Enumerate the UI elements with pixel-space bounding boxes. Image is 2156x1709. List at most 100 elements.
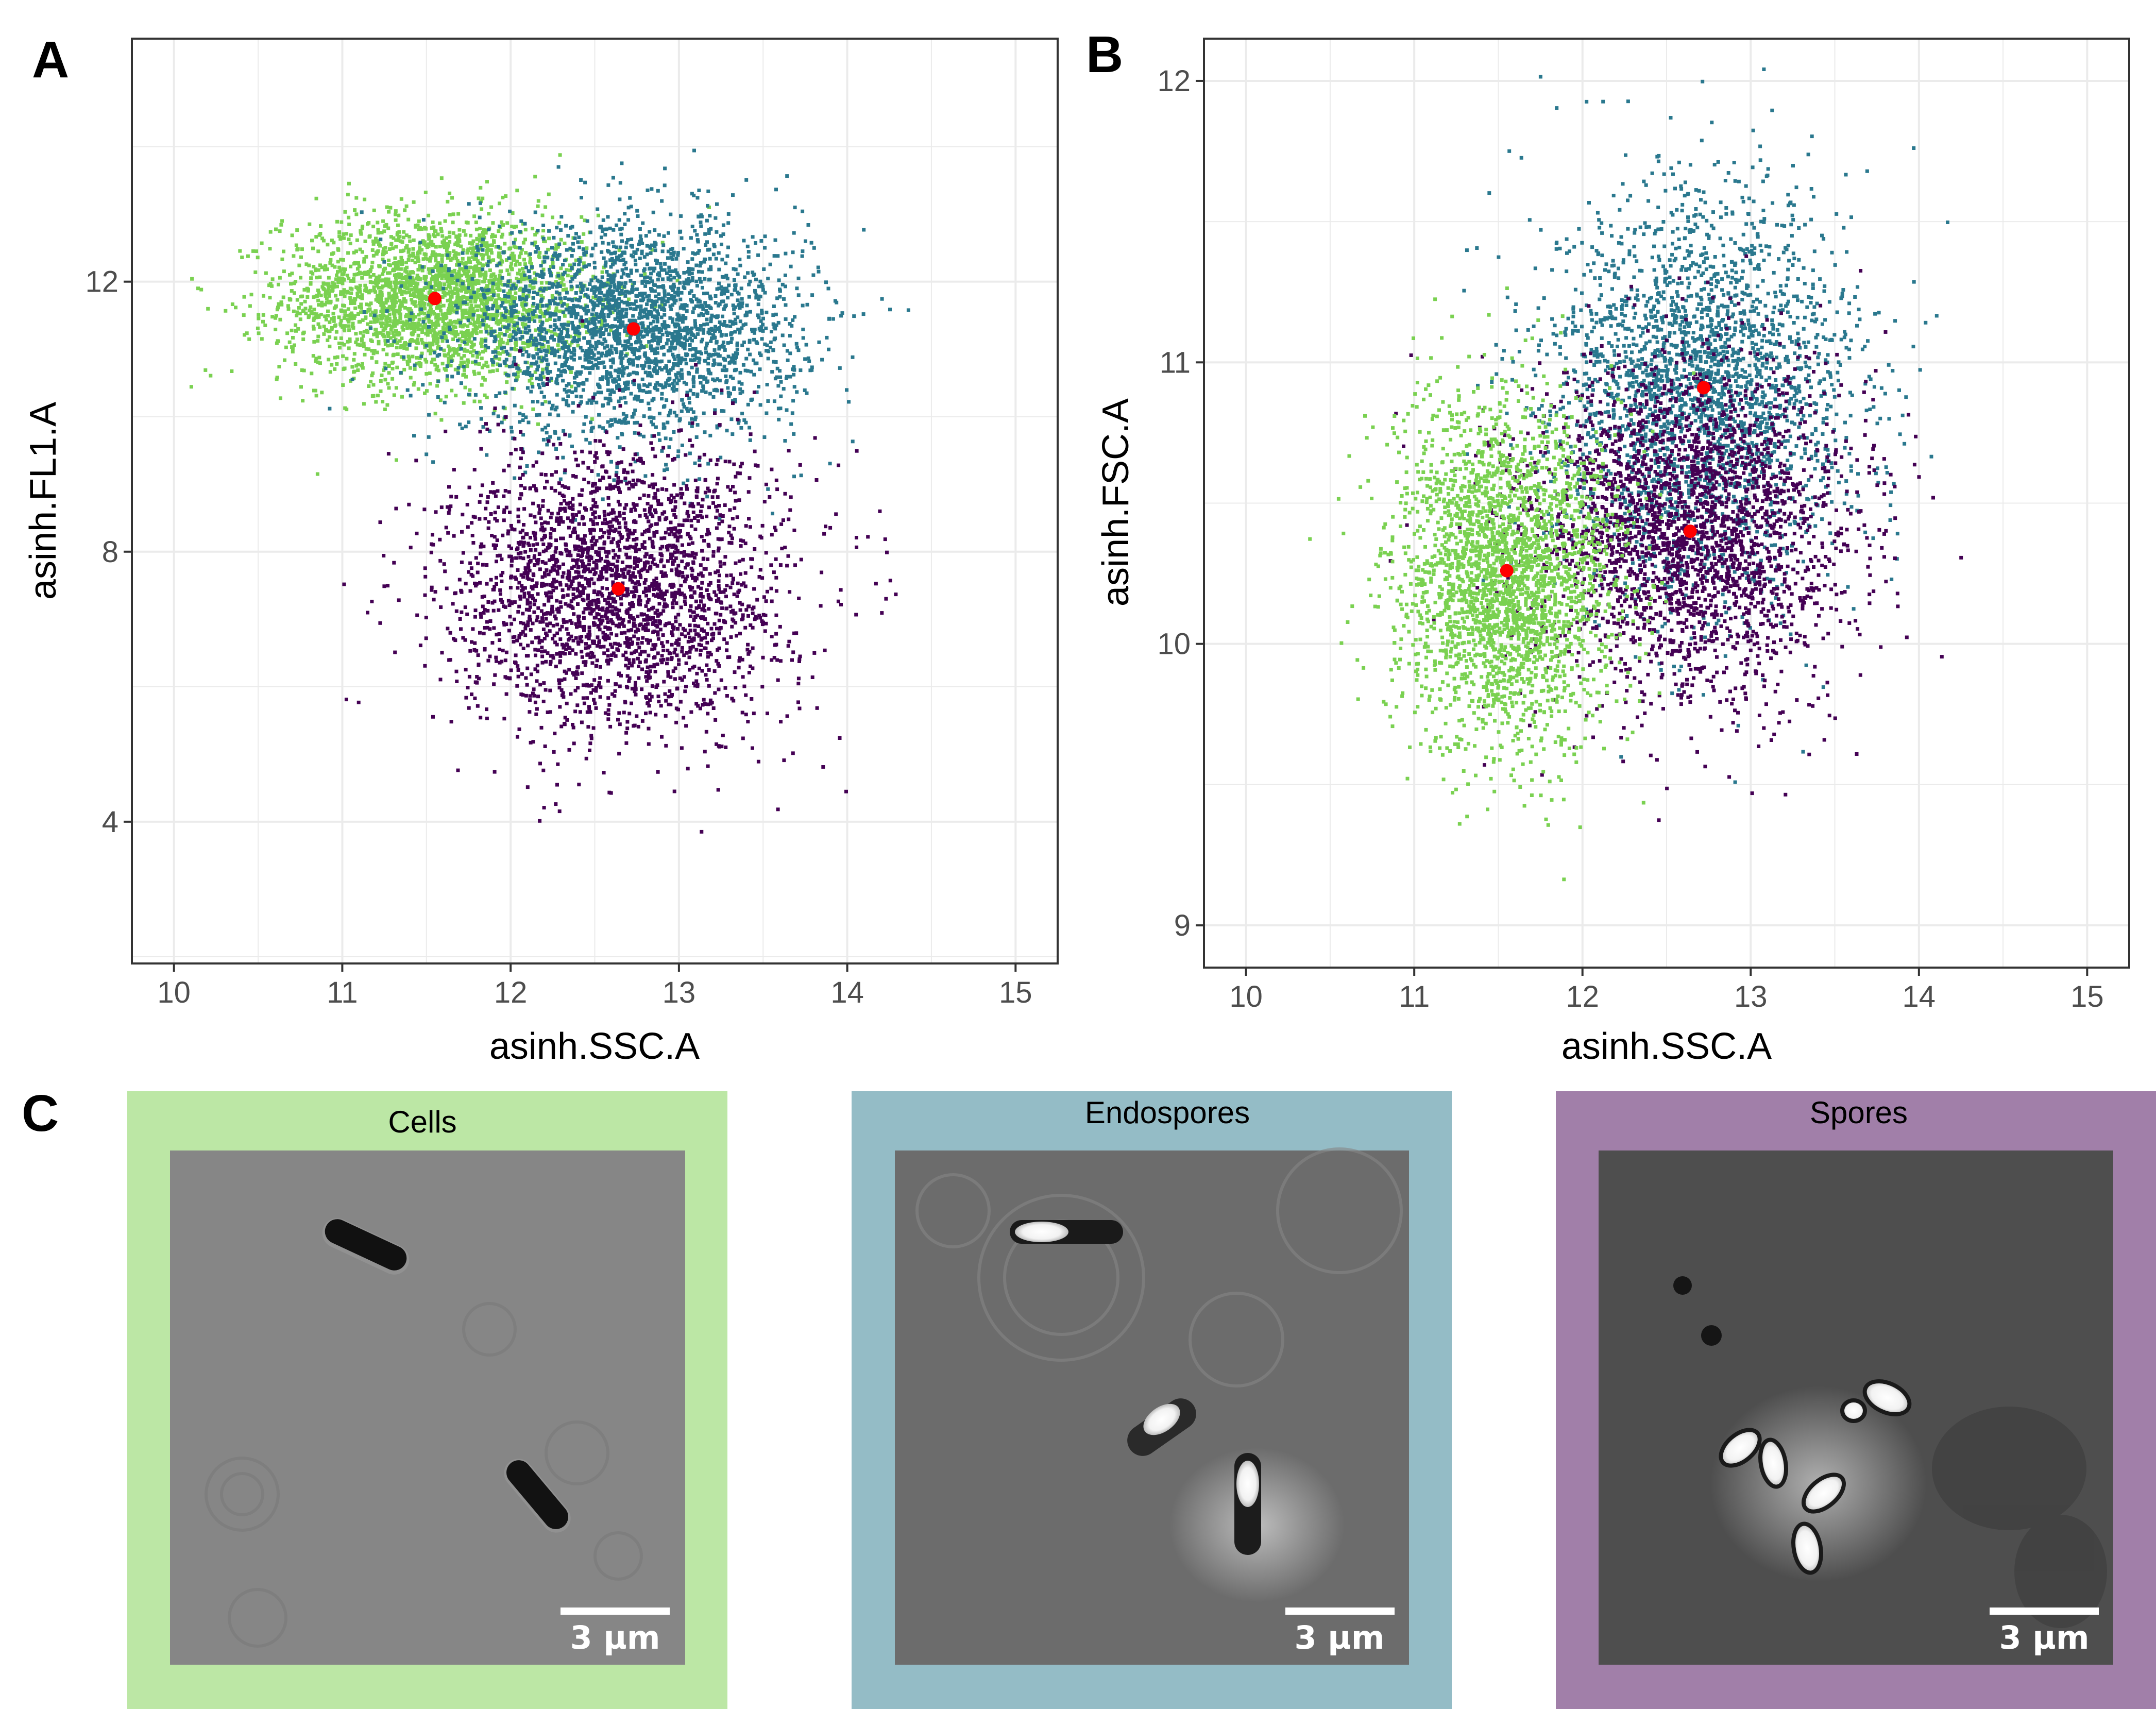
data-point	[793, 206, 797, 210]
data-point	[384, 277, 388, 281]
data-point	[472, 290, 476, 294]
data-point	[567, 403, 571, 408]
data-point	[324, 317, 328, 322]
data-point	[553, 323, 557, 327]
data-point	[481, 267, 485, 272]
data-point	[673, 325, 677, 329]
data-point	[372, 320, 377, 324]
data-point	[518, 297, 522, 301]
data-point	[763, 246, 767, 250]
data-point	[380, 231, 384, 234]
data-point	[683, 281, 687, 285]
data-point	[251, 249, 255, 253]
data-point	[312, 312, 316, 316]
data-point	[392, 393, 396, 397]
data-point	[486, 284, 490, 289]
data-point	[310, 310, 314, 314]
data-point	[537, 348, 541, 352]
data-point	[391, 287, 395, 292]
data-point	[648, 407, 652, 411]
data-point	[744, 357, 749, 361]
data-point	[671, 320, 674, 324]
data-point	[690, 424, 694, 428]
data-point	[457, 347, 461, 351]
data-point	[374, 236, 378, 241]
data-point	[462, 268, 466, 273]
data-point	[589, 278, 593, 282]
data-point	[606, 294, 610, 298]
data-point	[659, 285, 663, 289]
data-point	[454, 272, 459, 276]
data-point	[397, 260, 401, 264]
data-point	[566, 328, 570, 332]
data-point	[695, 284, 699, 288]
data-point	[462, 365, 466, 368]
data-point	[378, 314, 382, 318]
data-point	[715, 315, 719, 319]
data-point	[403, 208, 407, 212]
data-point	[584, 264, 588, 268]
data-point	[290, 289, 294, 293]
data-point	[391, 307, 395, 311]
data-point	[428, 259, 432, 263]
data-point	[311, 325, 315, 329]
data-point	[669, 348, 673, 352]
data-point	[625, 365, 629, 369]
data-point	[466, 289, 470, 293]
data-point	[556, 165, 561, 169]
data-point	[723, 348, 727, 352]
data-point	[537, 356, 541, 360]
data-point	[330, 289, 334, 293]
data-point	[545, 312, 549, 316]
data-point	[421, 325, 426, 329]
data-point	[522, 258, 526, 262]
data-point	[742, 418, 746, 422]
data-point	[316, 314, 320, 318]
data-point	[437, 352, 442, 357]
data-point	[790, 411, 794, 415]
data-point	[481, 241, 485, 245]
data-point	[718, 517, 722, 521]
data-point	[358, 343, 362, 347]
data-point	[745, 369, 750, 373]
data-point	[437, 317, 442, 321]
data-point	[532, 356, 536, 360]
data-point	[685, 303, 689, 308]
data-point	[612, 228, 616, 232]
data-point	[530, 362, 534, 366]
data-point	[441, 319, 445, 323]
data-point	[382, 260, 386, 264]
data-point	[395, 322, 399, 326]
data-point	[599, 284, 603, 288]
data-point	[412, 383, 416, 387]
data-point	[571, 401, 575, 405]
data-point	[698, 277, 702, 281]
data-point	[688, 348, 692, 352]
data-point	[751, 329, 754, 333]
data-point	[486, 346, 490, 350]
data-point	[518, 412, 522, 416]
data-point	[489, 289, 494, 293]
data-point	[399, 284, 403, 288]
data-point	[402, 355, 406, 359]
data-point	[791, 318, 795, 322]
data-point	[578, 356, 582, 360]
data-point	[471, 328, 476, 332]
data-point	[623, 261, 627, 264]
data-point	[665, 324, 669, 328]
data-point	[792, 475, 796, 479]
data-point	[621, 320, 625, 324]
data-point	[428, 329, 432, 333]
data-point	[677, 358, 682, 362]
data-point	[558, 309, 562, 313]
data-point	[387, 258, 391, 262]
data-point	[504, 300, 508, 304]
data-point	[601, 342, 605, 346]
data-point	[435, 306, 439, 310]
data-point	[507, 353, 512, 357]
data-point	[475, 245, 479, 249]
data-point	[590, 253, 594, 257]
data-point	[493, 275, 497, 279]
data-point	[415, 274, 419, 278]
data-point	[542, 256, 547, 260]
